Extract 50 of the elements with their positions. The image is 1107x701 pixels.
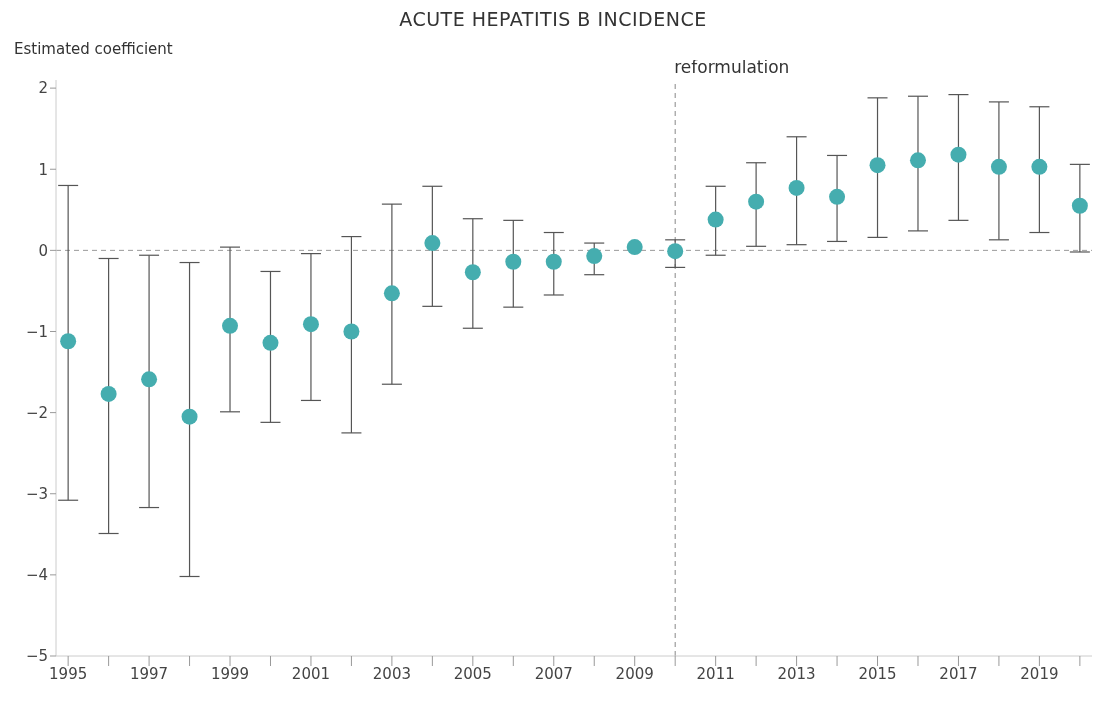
- point: [1031, 158, 1048, 175]
- point: [464, 264, 481, 281]
- point: [667, 243, 684, 260]
- x-tick-label: 2009: [615, 664, 654, 683]
- x-tick-label: 2007: [534, 664, 573, 683]
- x-tick-label: 2015: [858, 664, 897, 683]
- x-tick-label: 2005: [453, 664, 492, 683]
- ref-line-label: reformulation: [674, 57, 790, 78]
- point: [141, 371, 158, 388]
- point: [990, 158, 1007, 175]
- y-tick-label: 0: [38, 241, 48, 260]
- x-tick-label: 2017: [939, 664, 978, 683]
- x-tick-label: 1995: [49, 664, 88, 683]
- point: [222, 317, 239, 334]
- point: [424, 235, 441, 252]
- point: [302, 316, 319, 333]
- point: [60, 333, 77, 350]
- y-tick-label: 1: [38, 160, 48, 179]
- point: [788, 179, 805, 196]
- point: [909, 152, 926, 169]
- y-axis-title: Estimated coefficient: [14, 40, 173, 58]
- point: [707, 211, 724, 228]
- point: [343, 323, 360, 340]
- x-tick-label: 1997: [129, 664, 169, 683]
- point: [262, 334, 279, 351]
- x-tick-label: 2011: [696, 664, 735, 683]
- point: [383, 285, 400, 302]
- x-tick-label: 2003: [372, 664, 411, 683]
- y-tick-label: −5: [25, 647, 48, 666]
- x-tick-label: 1999: [210, 664, 250, 683]
- y-tick-label: −1: [25, 322, 48, 341]
- point: [829, 188, 846, 205]
- point: [100, 385, 117, 402]
- y-tick-label: 2: [38, 79, 48, 98]
- point: [586, 248, 603, 265]
- chart-title: ACUTE HEPATITIS B INCIDENCE: [398, 8, 708, 30]
- point: [626, 239, 643, 256]
- point: [950, 146, 967, 163]
- x-tick-label: 2019: [1020, 664, 1059, 683]
- y-tick-label: −3: [25, 485, 48, 504]
- x-tick-label: 2001: [291, 664, 331, 683]
- y-tick-label: −2: [25, 403, 48, 422]
- y-tick-label: −4: [25, 566, 48, 585]
- point: [869, 157, 886, 174]
- point: [748, 193, 765, 210]
- point: [181, 408, 198, 425]
- point: [1071, 197, 1088, 214]
- point: [505, 253, 522, 270]
- point: [545, 253, 562, 270]
- x-tick-label: 2013: [777, 664, 816, 683]
